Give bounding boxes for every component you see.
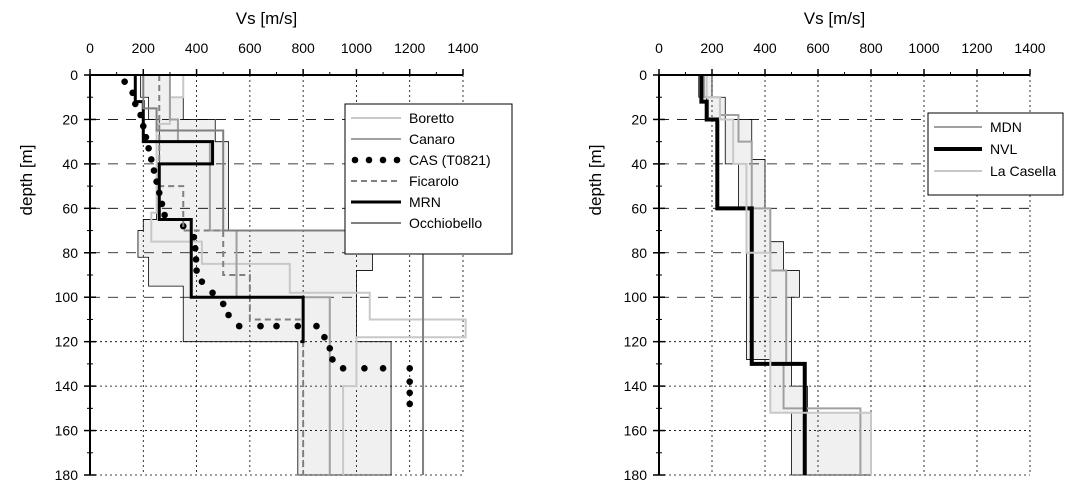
x-tick-label: 1400 xyxy=(1014,40,1045,56)
legend-swatch xyxy=(379,156,387,164)
x-tick-label: 1000 xyxy=(341,40,372,56)
data-point xyxy=(273,322,280,330)
legend-label: Occhiobello xyxy=(409,215,482,231)
data-point xyxy=(145,145,152,152)
legend: Boretto Canaro CAS (T0821) Ficarolo MRN Occhi… xyxy=(344,103,513,255)
legend-label: MDN xyxy=(990,119,1022,135)
data-point xyxy=(361,365,368,372)
data-point xyxy=(406,389,414,397)
legend-swatch xyxy=(351,156,359,164)
legend-label: MRN xyxy=(409,194,441,210)
data-point xyxy=(321,333,328,341)
legend: MDN NVL La Casella xyxy=(927,112,1064,196)
data-point xyxy=(257,322,264,330)
legend-box xyxy=(344,103,513,255)
x-tick-label: 200 xyxy=(132,40,156,56)
data-point xyxy=(406,400,414,408)
legend-label: La Casella xyxy=(990,163,1056,179)
legend-label: CAS (T0821) xyxy=(409,152,491,168)
envelope-band xyxy=(698,74,872,476)
y-tick-label: 60 xyxy=(631,200,647,216)
data-point xyxy=(339,365,347,372)
data-point xyxy=(379,365,387,372)
data-point xyxy=(406,378,414,385)
data-point xyxy=(219,300,227,308)
data-point xyxy=(150,167,158,174)
data-point xyxy=(121,78,128,85)
y-tick-label: 40 xyxy=(631,156,647,172)
y-axis-title: depth [m] xyxy=(17,145,36,216)
legend-swatch xyxy=(365,156,373,164)
data-point xyxy=(198,278,206,285)
y-tick-label: 180 xyxy=(55,467,79,483)
x-tick-label: 400 xyxy=(185,40,209,56)
series-line-la-casella xyxy=(705,75,872,475)
data-point xyxy=(193,267,200,274)
y-tick-label: 120 xyxy=(624,334,648,350)
data-point xyxy=(209,289,216,297)
x-tick-label: 0 xyxy=(86,40,94,56)
y-tick-label: 80 xyxy=(62,245,78,261)
data-point xyxy=(147,156,155,163)
legend-label: NVL xyxy=(990,141,1017,157)
x-tick-label: 800 xyxy=(291,40,315,56)
x-tick-label: 600 xyxy=(806,40,830,56)
x-tick-label: 0 xyxy=(655,40,663,56)
y-tick-label: 40 xyxy=(62,156,78,172)
x-axis-title: Vs [m/s] xyxy=(804,9,865,28)
legend-swatch xyxy=(393,156,401,164)
legend-label: Ficarolo xyxy=(409,173,459,189)
y-tick-label: 140 xyxy=(55,378,79,394)
chart-panel-1: 0 200 400 600 800 1000 1200 1400 0 20 40 60 80 100 120… xyxy=(17,9,513,483)
y-tick-label: 160 xyxy=(624,423,648,439)
y-tick-label: 160 xyxy=(55,423,79,439)
data-point xyxy=(192,256,200,263)
series-line-ficarolo xyxy=(158,75,305,475)
y-tick-label: 60 xyxy=(62,200,78,216)
y-tick-label: 180 xyxy=(624,467,648,483)
legend-label: Canaro xyxy=(409,131,455,147)
x-tick-label: 1000 xyxy=(908,40,939,56)
data-point xyxy=(326,345,334,352)
y-tick-label: 0 xyxy=(639,67,647,83)
data-point xyxy=(313,322,320,330)
x-tick-label: 1200 xyxy=(394,40,425,56)
x-tick-label: 600 xyxy=(238,40,262,56)
chart-panel-2: 0 200 400 600 800 1000 1200 1400 0 20 40 60 80 100 120… xyxy=(586,9,1064,483)
x-tick-label: 1400 xyxy=(447,40,478,56)
y-tick-label: 20 xyxy=(631,111,647,127)
y-tick-label: 80 xyxy=(631,245,647,261)
x-tick-label: 200 xyxy=(700,40,724,56)
x-tick-label: 1200 xyxy=(961,40,992,56)
y-tick-label: 100 xyxy=(55,289,79,305)
x-axis-title: Vs [m/s] xyxy=(236,9,297,28)
legend-label: Boretto xyxy=(409,110,454,126)
y-tick-label: 0 xyxy=(70,67,78,83)
data-point xyxy=(329,356,336,363)
x-tick-label: 400 xyxy=(753,40,777,56)
y-axis-title: depth [m] xyxy=(586,145,605,216)
data-point xyxy=(294,322,302,330)
y-tick-label: 140 xyxy=(624,378,648,394)
series-line-boretto xyxy=(150,75,467,475)
data-point xyxy=(235,322,243,330)
data-point xyxy=(225,311,232,319)
data-point xyxy=(191,245,199,252)
y-tick-label: 20 xyxy=(62,111,78,127)
data-point xyxy=(161,211,168,219)
x-tick-label: 800 xyxy=(859,40,883,56)
y-tick-label: 100 xyxy=(624,289,648,305)
y-tick-label: 120 xyxy=(55,334,79,350)
data-point xyxy=(406,365,414,372)
